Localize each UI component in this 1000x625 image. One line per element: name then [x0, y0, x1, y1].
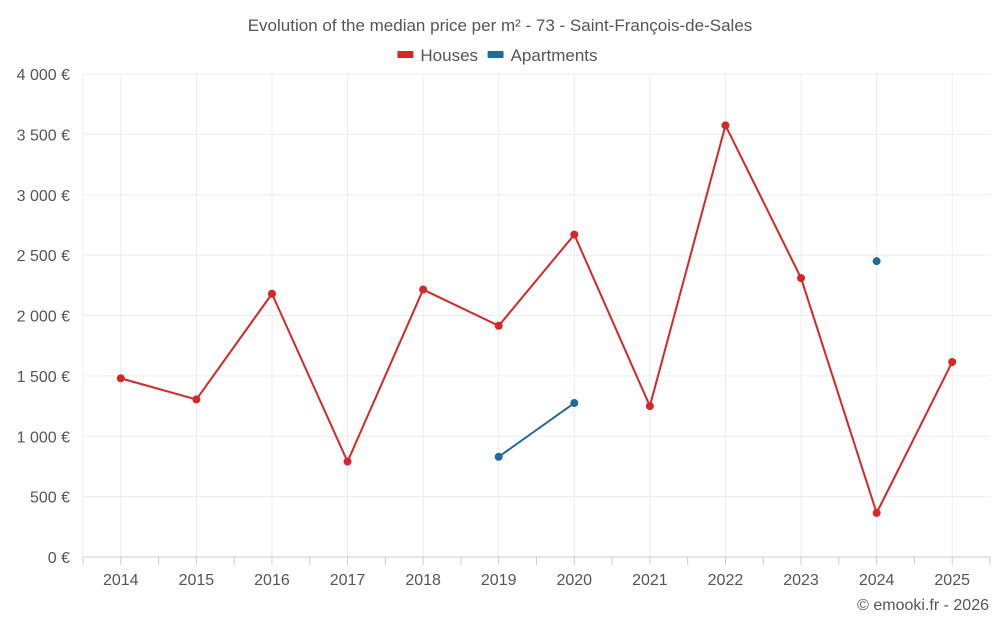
data-point	[116, 374, 125, 383]
data-point	[267, 289, 276, 298]
x-tick-label: 2017	[330, 572, 366, 589]
y-tick-label: 3 000 €	[17, 188, 70, 205]
y-tick-label: 3 500 €	[17, 127, 70, 144]
data-point	[419, 285, 428, 294]
x-tick-label: 2019	[481, 572, 517, 589]
series-houses	[116, 121, 957, 517]
axes: 0 € 500 € 1 000 € 1 500 € 2 000 € 2 500 € 3 00…	[17, 67, 991, 589]
x-tick-label: 2023	[783, 572, 819, 589]
legend: Houses Apartments	[397, 46, 598, 65]
data-point	[872, 257, 881, 266]
x-tick-label: 2015	[179, 572, 215, 589]
x-tick-label: 2016	[254, 572, 290, 589]
y-tick-label: 0 €	[48, 550, 70, 567]
grid-lines	[83, 73, 990, 557]
x-tick-label: 2024	[859, 572, 895, 589]
data-point	[494, 452, 503, 461]
legend-item-houses: Houses	[397, 46, 478, 65]
x-tick-label: 2022	[708, 572, 744, 589]
legend-swatch	[487, 51, 504, 58]
data-point	[872, 508, 881, 517]
credit-text: © emooki.fr - 2026	[857, 597, 989, 614]
y-tick-label: 4 000 €	[17, 67, 70, 84]
legend-item-apartments: Apartments	[487, 46, 598, 65]
data-point	[645, 402, 654, 411]
legend-swatch	[397, 51, 414, 58]
data-point	[797, 274, 806, 283]
series-line	[120, 124, 954, 514]
data-point	[343, 457, 352, 466]
series-layer	[116, 121, 957, 517]
legend-label: Houses	[420, 46, 478, 65]
y-tick-label: 500 €	[30, 490, 70, 507]
legend-label: Apartments	[511, 46, 598, 65]
data-point	[721, 121, 730, 130]
series-line	[498, 402, 575, 458]
x-tick-label: 2020	[556, 572, 592, 589]
data-point	[192, 395, 201, 404]
x-tick-label: 2014	[103, 572, 139, 589]
data-point	[494, 321, 503, 330]
series-apartments	[494, 257, 881, 461]
data-point	[570, 399, 579, 408]
x-tick-label: 2018	[405, 572, 441, 589]
data-point	[570, 230, 579, 239]
y-tick-label: 1 000 €	[17, 429, 70, 446]
y-tick-label: 2 500 €	[17, 248, 70, 265]
y-tick-label: 1 500 €	[17, 369, 70, 386]
x-tick-label: 2025	[934, 572, 970, 589]
x-tick-label: 2021	[632, 572, 668, 589]
data-point	[948, 357, 957, 366]
chart-title: Evolution of the median price per m² - 7…	[248, 16, 753, 35]
y-tick-label: 2 000 €	[17, 309, 70, 326]
